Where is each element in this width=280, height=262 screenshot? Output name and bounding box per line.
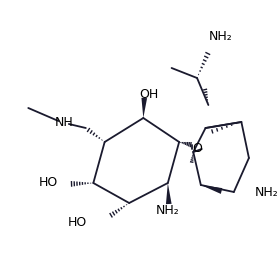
Text: HO: HO xyxy=(39,177,59,189)
Text: HO: HO xyxy=(68,216,87,228)
Text: NH₂: NH₂ xyxy=(156,204,180,216)
Text: NH₂: NH₂ xyxy=(255,185,278,199)
Polygon shape xyxy=(201,185,222,194)
Text: OH: OH xyxy=(139,89,158,101)
Text: O: O xyxy=(192,143,202,156)
Text: NH: NH xyxy=(55,116,73,128)
Polygon shape xyxy=(141,98,147,118)
Polygon shape xyxy=(166,183,172,204)
Text: NH₂: NH₂ xyxy=(209,30,232,42)
